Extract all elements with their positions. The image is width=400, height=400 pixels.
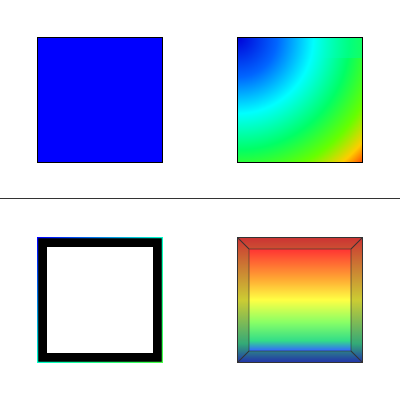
box-inner-face [248, 248, 352, 352]
solid-fill-rect [37, 37, 163, 163]
shaded-box-square [237, 237, 363, 363]
gradient-top-band [238, 38, 362, 58]
grid-lines-group [37, 237, 163, 363]
solid-color-panel [37, 37, 163, 163]
solid-color-square [37, 37, 163, 163]
wireframe-grid-square [37, 237, 163, 363]
colormap-gradient-panel [237, 37, 363, 163]
wireframe-grid-panel [37, 237, 163, 363]
colormap-gradient-square [237, 37, 363, 163]
gradient-fill-rect [237, 37, 363, 163]
bevel-edge-br [350, 350, 363, 363]
shaded-box-panel [237, 237, 363, 363]
horizontal-divider [0, 198, 400, 199]
bevel-edge-bl [237, 350, 250, 363]
grid-inner-area [47, 247, 153, 353]
bevel-edge-tr [350, 237, 363, 250]
bevel-edge-tl [237, 237, 250, 250]
